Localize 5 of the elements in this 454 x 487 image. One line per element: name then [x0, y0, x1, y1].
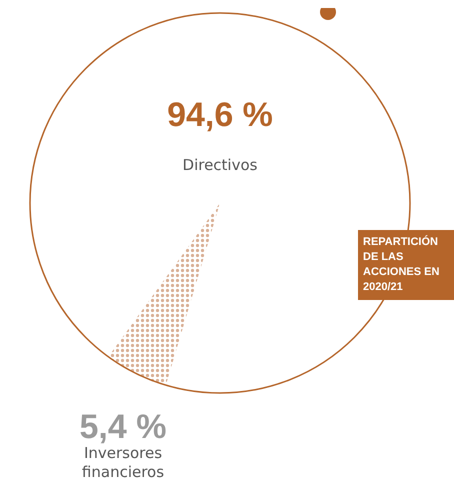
slice-label: Directivos — [182, 156, 258, 174]
data-label: 94,6 % — [167, 96, 273, 134]
text: REPARTICIÓN DE LAS ACCIONES EN 2020/21 — [363, 235, 440, 293]
data-label: 5,4 % — [80, 408, 166, 446]
slice-label: Inversores financieros — [82, 444, 164, 481]
